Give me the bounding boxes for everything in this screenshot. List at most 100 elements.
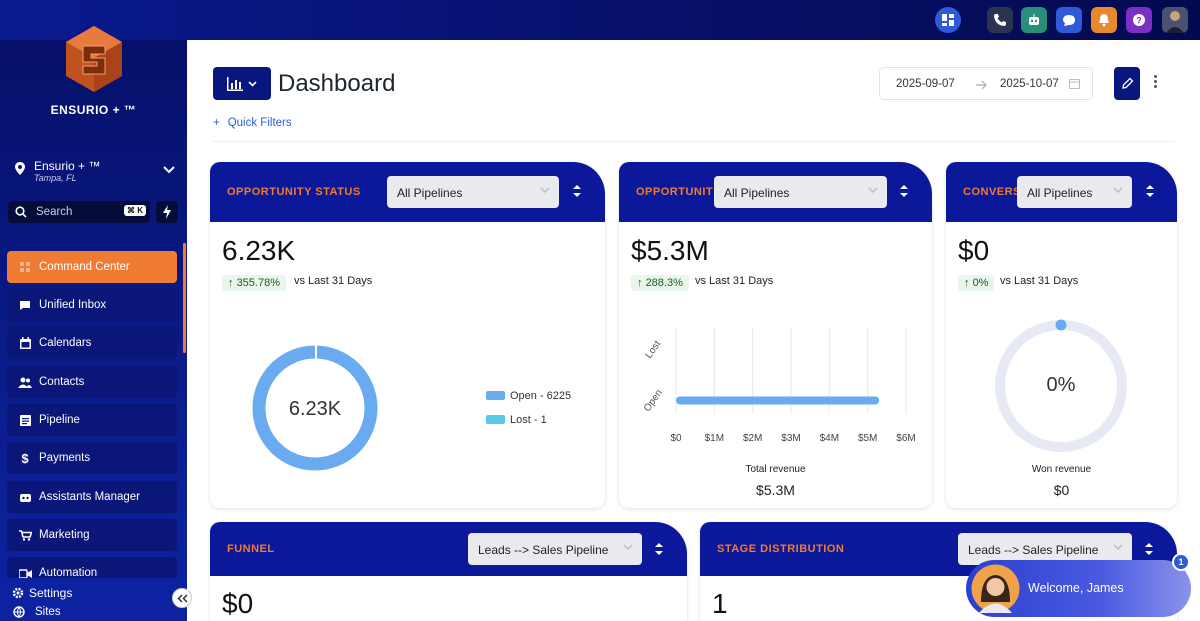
card-title: FUNNEL [227, 543, 275, 555]
sort-icon[interactable] [654, 542, 664, 556]
sidebar-item-label: Payments [39, 452, 91, 464]
settings-link[interactable]: Settings [29, 586, 73, 600]
won-revenue-value: $0 [1053, 482, 1070, 498]
sort-icon[interactable] [1144, 542, 1154, 556]
pipeline-select-value: Leads --> Sales Pipeline [478, 543, 609, 557]
total-revenue-value: $5.3M [756, 482, 795, 498]
date-range-picker[interactable]: 2025-09-07 2025-10-07 [879, 67, 1093, 100]
chat-icon[interactable] [1056, 7, 1082, 33]
pipeline-select[interactable]: All Pipelines [387, 176, 559, 208]
search-icon [15, 206, 27, 218]
apps-icon[interactable] [935, 7, 961, 33]
pipeline-select-value: All Pipelines [1027, 186, 1093, 200]
welcome-text: Welcome, James [1028, 581, 1124, 595]
header-divider [213, 141, 1175, 142]
sidebar-item-label: Command Center [39, 261, 130, 273]
more-options-icon[interactable] [1154, 75, 1157, 88]
gear-icon [12, 587, 24, 599]
card-header: OPPORTUNIT All Pipelines [619, 162, 932, 222]
users-icon [18, 377, 32, 388]
kpi-value: $0 [958, 235, 990, 266]
edit-dashboard-button[interactable] [1114, 67, 1140, 100]
bolt-icon [163, 205, 171, 219]
sort-icon[interactable] [899, 184, 909, 198]
sidebar-item-marketing[interactable]: Marketing [7, 519, 177, 551]
quick-filters-button[interactable]: + Quick Filters [213, 117, 292, 129]
search-shortcut: ⌘ K [124, 205, 146, 216]
pipeline-select[interactable]: All Pipelines [714, 176, 887, 208]
chat-icon [18, 300, 32, 311]
double-chevron-left-icon [176, 593, 188, 603]
opportunity-value-card: OPPORTUNIT All Pipelines $5.3M ↑ 288.3% … [619, 162, 932, 508]
bell-icon[interactable] [1091, 7, 1117, 33]
sidebar-scrollbar[interactable] [183, 243, 186, 353]
y-category-label: Open [642, 388, 665, 414]
brand-logo [63, 24, 125, 96]
arrow-up-icon: ↑ [637, 277, 646, 289]
calendar-icon [18, 337, 32, 349]
kpi-value: $0 [222, 588, 254, 619]
pipeline-select-value: All Pipelines [724, 186, 790, 200]
change-badge: ↑ 0% [958, 275, 995, 291]
date-end[interactable]: 2025-10-07 [1000, 78, 1059, 90]
sidebar-item-automation[interactable]: Automation [7, 557, 177, 579]
robot-icon [18, 492, 32, 503]
dashboard-switcher-button[interactable] [213, 67, 271, 100]
date-start[interactable]: 2025-09-07 [896, 78, 955, 90]
pipeline-select[interactable]: All Pipelines [1017, 176, 1132, 208]
arrow-right-icon [976, 80, 987, 90]
search-input[interactable]: Search ⌘ K [8, 201, 150, 223]
location-city: Tampa, FL [34, 173, 77, 183]
phone-icon[interactable] [987, 7, 1013, 33]
pipeline-select[interactable]: Leads --> Sales Pipeline [958, 533, 1132, 565]
sidebar-item-unified-inbox[interactable]: Unified Inbox [7, 289, 177, 321]
bar-chart-icon [227, 76, 243, 91]
chevron-down-icon [868, 187, 878, 193]
sort-icon[interactable] [572, 184, 582, 198]
change-badge: ↑ 355.78% [222, 275, 286, 291]
help-icon[interactable]: ? [1126, 7, 1152, 33]
donut-center-value: 6.23K [288, 398, 342, 420]
chevron-down-icon [540, 187, 550, 193]
sidebar-item-assistants-manager[interactable]: Assistants Manager [7, 481, 177, 513]
chevron-down-icon [1113, 544, 1123, 550]
legend-swatch-open [486, 391, 505, 400]
avatar[interactable] [1162, 7, 1188, 33]
grid-icon [18, 261, 32, 273]
sidebar-item-label: Marketing [39, 529, 90, 541]
card-header: OPPORTUNITY STATUS All Pipelines [210, 162, 605, 222]
sidebar-item-sites[interactable]: Sites [35, 606, 61, 618]
collapse-sidebar-button[interactable] [172, 588, 192, 608]
assistant-avatar [971, 564, 1020, 613]
chevron-down-icon [163, 166, 175, 174]
plus-icon: + [213, 117, 220, 129]
gauge-center-value: 0% [1046, 374, 1076, 396]
pipeline-select[interactable]: Leads --> Sales Pipeline [468, 533, 642, 565]
legend-open: Open - 6225 [510, 390, 572, 402]
card-header: CONVERS All Pipelines [946, 162, 1177, 222]
sidebar-item-command-center[interactable]: Command Center [7, 251, 177, 283]
sidebar-item-calendars[interactable]: Calendars [7, 327, 177, 359]
sidebar-item-label: Pipeline [39, 414, 80, 426]
quick-action-button[interactable] [156, 201, 178, 223]
cart-icon [18, 529, 32, 541]
donut-chart [252, 345, 378, 471]
welcome-widget[interactable]: Welcome, James 1 [966, 553, 1191, 617]
x-tick-label: $1M [705, 433, 724, 444]
search-placeholder: Search [36, 206, 73, 218]
robot-icon[interactable] [1021, 7, 1047, 33]
location-switcher[interactable]: Ensurio + ™ Tampa, FL [8, 157, 182, 189]
sidebar-item-contacts[interactable]: Contacts [7, 366, 177, 398]
sidebar-item-payments[interactable]: $ Payments [7, 442, 177, 474]
conversion-card: CONVERS All Pipelines $0 ↑ 0% vs Last 31… [946, 162, 1177, 508]
sidebar-item-pipeline[interactable]: Pipeline [7, 404, 177, 436]
change-value: 288.3% [645, 277, 683, 289]
pipeline-icon [18, 414, 32, 426]
comparison-label: vs Last 31 Days [294, 275, 373, 287]
page-title: Dashboard [278, 70, 396, 97]
dollar-icon: $ [21, 450, 29, 466]
location-pin-icon [15, 162, 25, 175]
card-title: STAGE DISTRIBUTION [717, 543, 845, 555]
sort-icon[interactable] [1145, 184, 1155, 198]
calendar-icon [1069, 79, 1080, 89]
